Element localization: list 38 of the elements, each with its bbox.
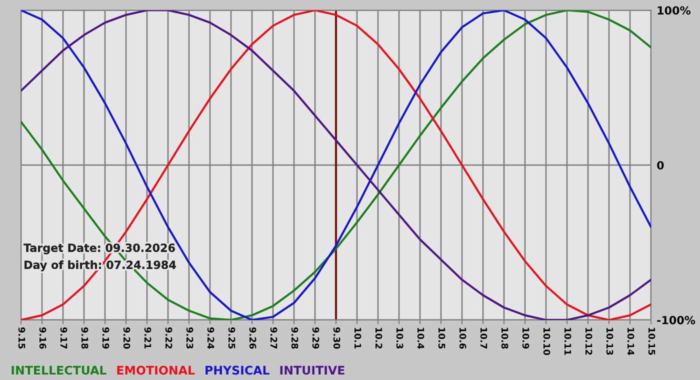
x-tick-label: 10.14	[627, 328, 634, 356]
x-tick-label: 9.26	[249, 327, 256, 349]
x-tick-label: 9.24	[207, 327, 214, 349]
x-tick-label: 10.3	[396, 328, 404, 348]
y-tick-label: 0	[657, 161, 664, 170]
x-tick-label: 10.7	[480, 328, 488, 348]
x-tick-label: 10.11	[564, 328, 572, 355]
y-tick-label: -100%	[657, 316, 696, 324]
text: PHYSICAL	[206, 366, 270, 375]
x-tick-label: 9.28	[291, 327, 298, 349]
x-tick-label: 9.18	[81, 327, 88, 349]
x-tick-label: 10.5	[438, 328, 446, 349]
x-tick-label: 10.4	[417, 328, 424, 349]
x-tick-label: 10.13	[606, 328, 614, 355]
x-tick-label: 9.19	[102, 327, 110, 349]
x-tick-label: 9.27	[270, 327, 278, 348]
x-tick-label: 9.16	[39, 327, 46, 349]
x-tick-label: 10.9	[522, 328, 530, 349]
x-tick-label: 10.2	[375, 328, 382, 348]
x-tick-label: 9.25	[228, 327, 236, 349]
x-tick-label: 10.12	[585, 328, 592, 355]
x-tick-label: 10.10	[543, 328, 550, 356]
text: EMOTIONAL	[117, 366, 195, 375]
y-tick-label: 100%	[658, 6, 691, 15]
x-tick-label: 9.29	[312, 327, 320, 349]
x-tick-label: 10.15	[648, 328, 656, 355]
x-tick-label: 9.20	[123, 327, 130, 349]
text: INTELLECTUAL	[12, 366, 106, 375]
x-tick-label: 9.30	[333, 327, 340, 349]
text: INTUITIVE	[280, 366, 344, 375]
x-tick-label: 10.6	[459, 328, 466, 349]
x-tick-label: 9.23	[186, 327, 194, 348]
x-tick-label: 9.17	[60, 327, 68, 348]
x-tick-label: 9.15	[18, 327, 26, 349]
x-tick-label: 10.1	[354, 328, 362, 349]
x-tick-label: 9.21	[144, 327, 152, 349]
x-tick-label: 10.8	[501, 328, 508, 349]
x-tick-label: 9.22	[165, 327, 172, 348]
